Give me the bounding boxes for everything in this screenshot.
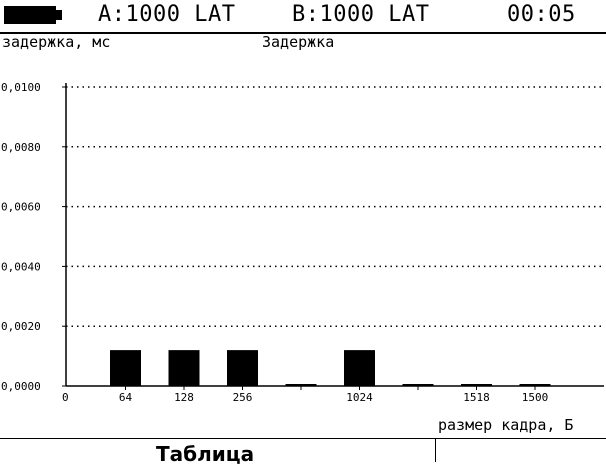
x-tick-label: 1500 xyxy=(522,391,549,404)
latency-chart: 0,0000 0,0020 0,0040 0,0060 0,0080 0,0100 0 64 1… xyxy=(1,81,604,404)
x-tick-label: 128 xyxy=(174,391,194,404)
channel-b-status: B:1000 LAT xyxy=(292,2,430,27)
channel-a-status: A:1000 LAT xyxy=(98,2,236,27)
y-tick-label: 0,0080 xyxy=(1,141,41,154)
elapsed-time: 00:05 xyxy=(507,2,576,27)
x-axis-label: размер кадра, Б xyxy=(438,416,574,434)
bar xyxy=(168,350,200,386)
table-button[interactable]: Таблица xyxy=(156,442,255,466)
x-tick-label: 256 xyxy=(233,391,253,404)
x-origin-label: 0 xyxy=(62,391,69,404)
y-tick-label: 0,0100 xyxy=(1,81,41,94)
y-tick-label: 0,0040 xyxy=(1,260,41,273)
y-tick-label: 0,0000 xyxy=(1,380,41,393)
y-tick-label: 0,0020 xyxy=(1,320,41,333)
divider xyxy=(435,439,436,462)
x-tick-label: 64 xyxy=(119,391,133,404)
y-axis-label: задержка, мс xyxy=(2,33,111,51)
bar xyxy=(519,384,551,386)
bar xyxy=(461,384,492,386)
bar xyxy=(227,350,258,386)
chart-title: Задержка xyxy=(262,33,335,51)
y-tick-label: 0,0060 xyxy=(1,201,41,214)
status-bar: A:1000 LAT B:1000 LAT 00:05 xyxy=(0,0,606,34)
bar xyxy=(285,384,317,386)
x-tick-label: 1024 xyxy=(346,391,373,404)
x-tick-label: 1518 xyxy=(463,391,490,404)
bar xyxy=(110,350,141,386)
bar xyxy=(344,350,375,386)
battery-icon xyxy=(4,6,62,24)
bottom-bar: Таблица xyxy=(0,438,606,466)
bar xyxy=(402,384,434,386)
